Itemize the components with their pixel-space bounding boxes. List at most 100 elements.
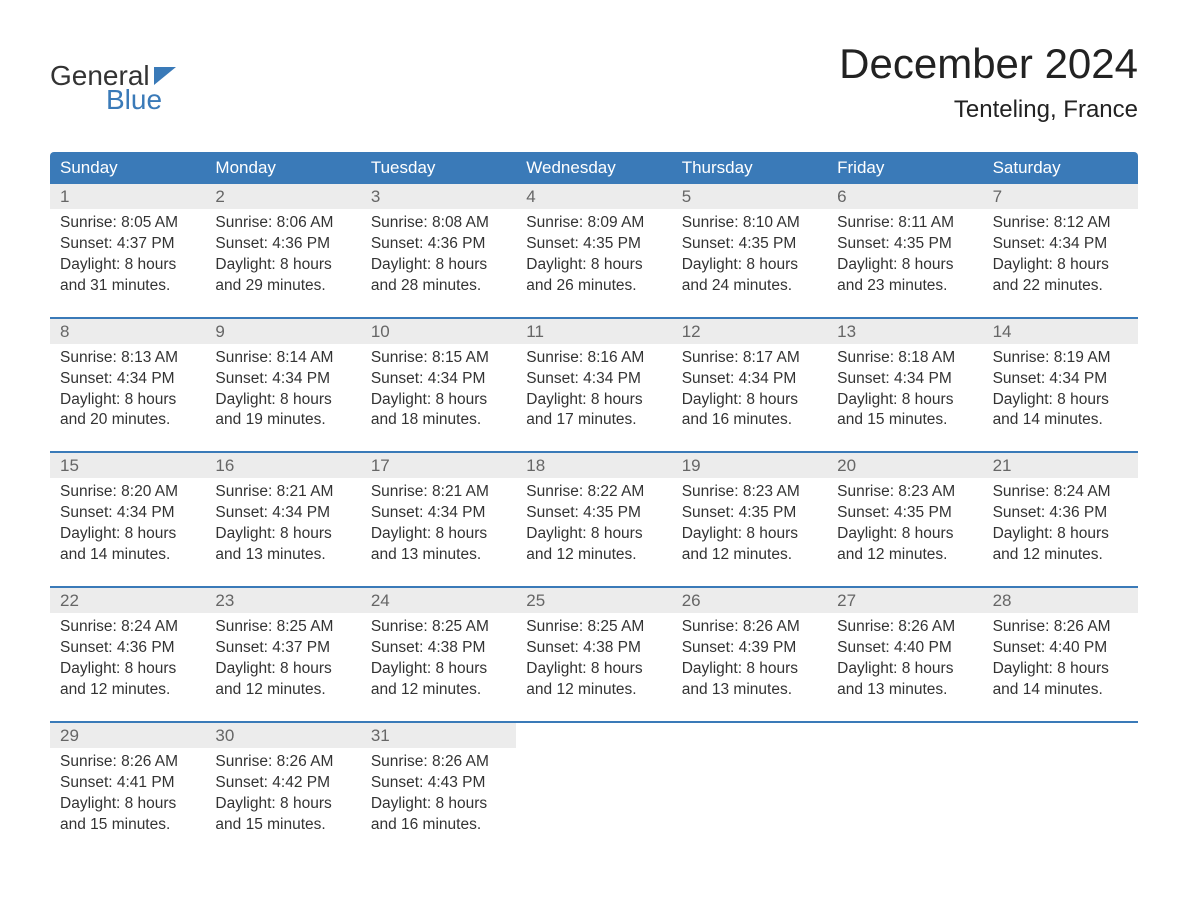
day-number-cell: 21: [983, 453, 1138, 478]
daylight-line-2: and 13 minutes.: [682, 680, 817, 701]
sunrise-line: Sunrise: 8:23 AM: [682, 482, 817, 503]
daylight-line-2: and 14 minutes.: [993, 680, 1128, 701]
sunrise-line: Sunrise: 8:21 AM: [371, 482, 506, 503]
daylight-line-2: and 12 minutes.: [215, 680, 350, 701]
day-number-cell: 10: [361, 319, 516, 344]
daylight-line-1: Daylight: 8 hours: [526, 390, 661, 411]
day-number-cell: 6: [827, 184, 982, 209]
day-number: 3: [361, 184, 516, 209]
location: Tenteling, France: [839, 96, 1138, 124]
day-content: Sunrise: 8:13 AMSunset: 4:34 PMDaylight:…: [50, 344, 205, 432]
day-header-wednesday: Wednesday: [516, 152, 671, 184]
daylight-line-1: Daylight: 8 hours: [993, 659, 1128, 680]
daylight-line-2: and 20 minutes.: [60, 410, 195, 431]
day-content: Sunrise: 8:20 AMSunset: 4:34 PMDaylight:…: [50, 478, 205, 566]
day-number: 16: [205, 453, 360, 478]
sunset-line: Sunset: 4:37 PM: [60, 234, 195, 255]
sunset-line: Sunset: 4:34 PM: [60, 503, 195, 524]
daylight-line-1: Daylight: 8 hours: [371, 390, 506, 411]
daylight-line-2: and 23 minutes.: [837, 276, 972, 297]
sunrise-line: Sunrise: 8:18 AM: [837, 348, 972, 369]
day-content: [827, 748, 982, 836]
logo: General Blue: [50, 60, 178, 116]
day-number-cell: 22: [50, 588, 205, 613]
sunrise-line: Sunrise: 8:10 AM: [682, 213, 817, 234]
day-content: Sunrise: 8:26 AMSunset: 4:43 PMDaylight:…: [361, 748, 516, 836]
sunrise-line: Sunrise: 8:13 AM: [60, 348, 195, 369]
day-number-cell: 24: [361, 588, 516, 613]
daylight-line-1: Daylight: 8 hours: [682, 659, 817, 680]
sunset-line: Sunset: 4:37 PM: [215, 638, 350, 659]
daylight-line-1: Daylight: 8 hours: [371, 524, 506, 545]
sunrise-line: Sunrise: 8:24 AM: [60, 617, 195, 638]
sunset-line: Sunset: 4:36 PM: [215, 234, 350, 255]
sunset-line: Sunset: 4:34 PM: [993, 234, 1128, 255]
sunset-line: Sunset: 4:35 PM: [837, 234, 972, 255]
sunrise-line: Sunrise: 8:26 AM: [993, 617, 1128, 638]
daylight-line-1: Daylight: 8 hours: [837, 659, 972, 680]
day-number: 5: [672, 184, 827, 209]
daylight-line-2: and 19 minutes.: [215, 410, 350, 431]
day-number: [827, 723, 982, 748]
day-content: Sunrise: 8:25 AMSunset: 4:37 PMDaylight:…: [205, 613, 360, 701]
sunset-line: Sunset: 4:34 PM: [60, 369, 195, 390]
day-number: 4: [516, 184, 671, 209]
day-number: 27: [827, 588, 982, 613]
day-number-cell: 9: [205, 319, 360, 344]
day-content: Sunrise: 8:23 AMSunset: 4:35 PMDaylight:…: [672, 478, 827, 566]
daylight-line-2: and 16 minutes.: [682, 410, 817, 431]
day-content: Sunrise: 8:21 AMSunset: 4:34 PMDaylight:…: [361, 478, 516, 566]
daylight-line-1: Daylight: 8 hours: [215, 659, 350, 680]
sunrise-line: Sunrise: 8:26 AM: [371, 752, 506, 773]
day-number-cell: 29: [50, 723, 205, 748]
daylight-line-1: Daylight: 8 hours: [526, 524, 661, 545]
week-row: 22232425262728Sunrise: 8:24 AMSunset: 4:…: [50, 586, 1138, 701]
sunrise-line: Sunrise: 8:06 AM: [215, 213, 350, 234]
day-content: [983, 748, 1138, 836]
daylight-line-2: and 12 minutes.: [526, 545, 661, 566]
sunrise-line: Sunrise: 8:20 AM: [60, 482, 195, 503]
daylight-line-2: and 14 minutes.: [60, 545, 195, 566]
day-number-cell: 30: [205, 723, 360, 748]
daylight-line-2: and 15 minutes.: [837, 410, 972, 431]
logo-sub-text: Blue: [106, 84, 162, 116]
daylight-line-1: Daylight: 8 hours: [371, 255, 506, 276]
day-content: Sunrise: 8:25 AMSunset: 4:38 PMDaylight:…: [361, 613, 516, 701]
day-content: Sunrise: 8:09 AMSunset: 4:35 PMDaylight:…: [516, 209, 671, 297]
sunset-line: Sunset: 4:41 PM: [60, 773, 195, 794]
daylight-line-2: and 12 minutes.: [526, 680, 661, 701]
day-content: Sunrise: 8:18 AMSunset: 4:34 PMDaylight:…: [827, 344, 982, 432]
day-number: [516, 723, 671, 748]
day-number: 29: [50, 723, 205, 748]
day-number-cell: [827, 723, 982, 748]
day-number-cell: 2: [205, 184, 360, 209]
daylight-line-1: Daylight: 8 hours: [371, 794, 506, 815]
day-number-cell: 1: [50, 184, 205, 209]
day-number-cell: 13: [827, 319, 982, 344]
day-number: 9: [205, 319, 360, 344]
sunset-line: Sunset: 4:35 PM: [526, 503, 661, 524]
daylight-line-2: and 15 minutes.: [60, 815, 195, 836]
day-number-cell: 27: [827, 588, 982, 613]
sunset-line: Sunset: 4:39 PM: [682, 638, 817, 659]
day-number-cell: 19: [672, 453, 827, 478]
daylight-line-2: and 12 minutes.: [837, 545, 972, 566]
sunrise-line: Sunrise: 8:23 AM: [837, 482, 972, 503]
daylight-line-1: Daylight: 8 hours: [215, 390, 350, 411]
sunset-line: Sunset: 4:34 PM: [371, 369, 506, 390]
day-number: 31: [361, 723, 516, 748]
daylight-line-1: Daylight: 8 hours: [60, 794, 195, 815]
day-content: [672, 748, 827, 836]
daylight-line-2: and 17 minutes.: [526, 410, 661, 431]
day-content: Sunrise: 8:26 AMSunset: 4:40 PMDaylight:…: [983, 613, 1138, 701]
sunrise-line: Sunrise: 8:21 AM: [215, 482, 350, 503]
day-header-friday: Friday: [827, 152, 982, 184]
daylight-line-2: and 13 minutes.: [837, 680, 972, 701]
sunrise-line: Sunrise: 8:08 AM: [371, 213, 506, 234]
day-number: 13: [827, 319, 982, 344]
header: General Blue December 2024 Tenteling, Fr…: [50, 40, 1138, 124]
daylight-line-1: Daylight: 8 hours: [371, 659, 506, 680]
sunrise-line: Sunrise: 8:09 AM: [526, 213, 661, 234]
sunset-line: Sunset: 4:35 PM: [837, 503, 972, 524]
sunset-line: Sunset: 4:34 PM: [993, 369, 1128, 390]
